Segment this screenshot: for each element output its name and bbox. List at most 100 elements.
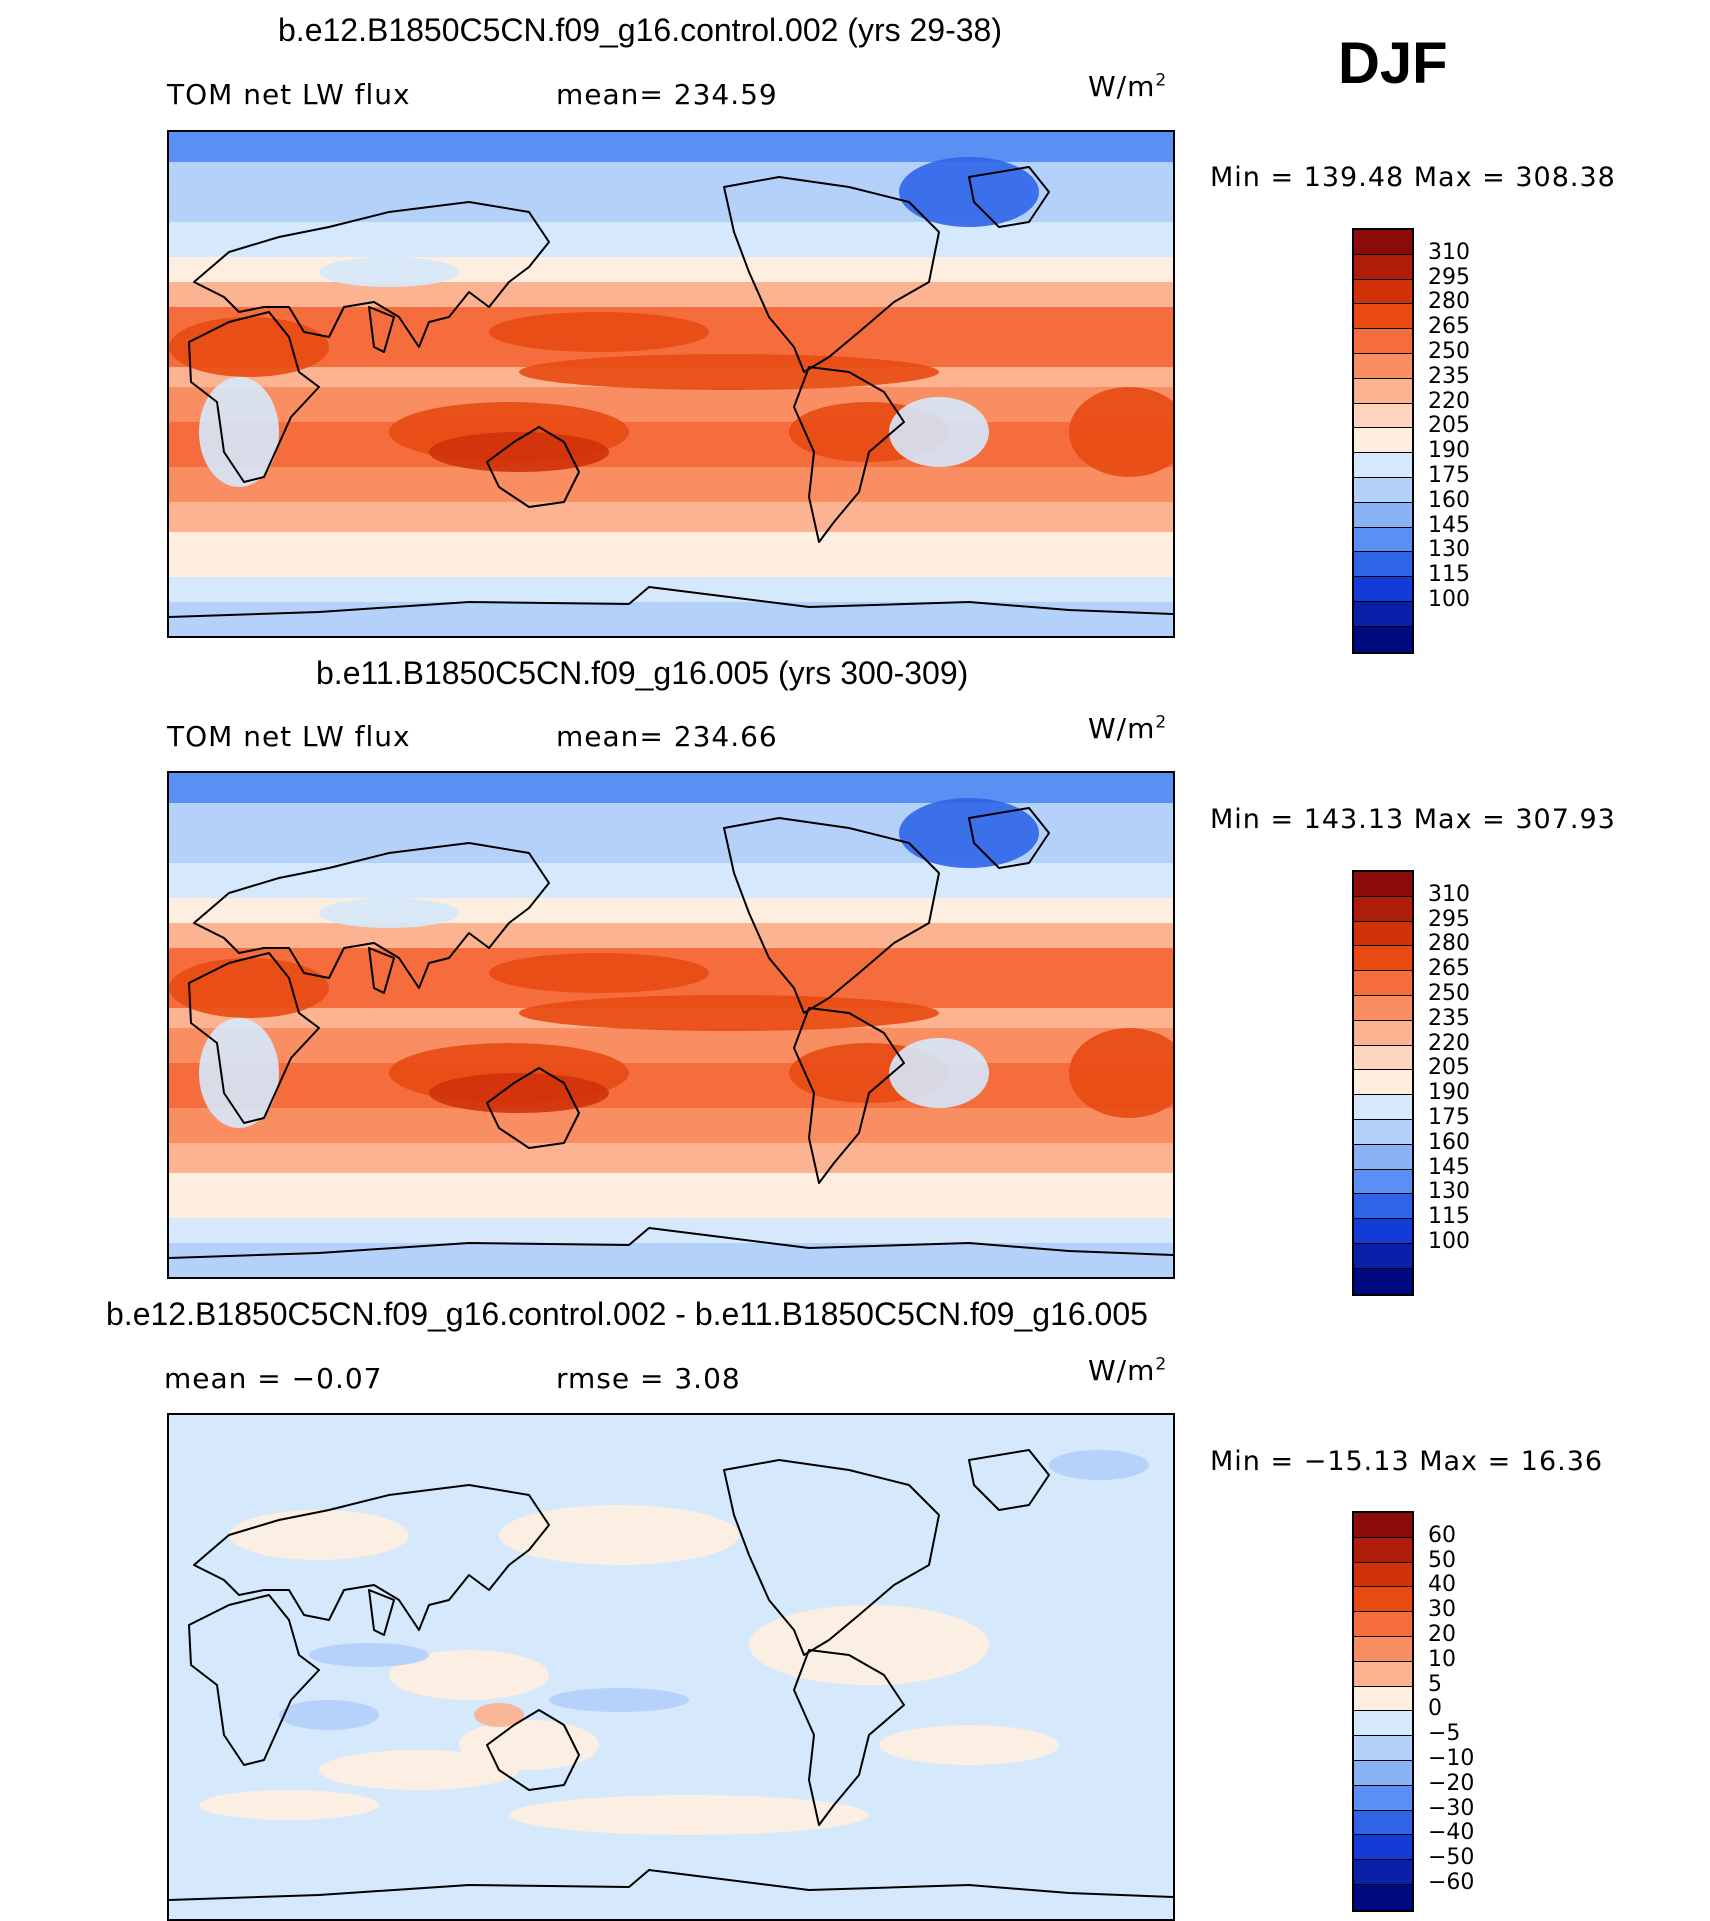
units-base: W/m <box>1088 1354 1156 1387</box>
coastline <box>793 1649 905 1826</box>
colorbar-tick-label: 0 <box>1428 1696 1442 1722</box>
colorbar-tick-label: 30 <box>1428 1597 1456 1623</box>
contour-band <box>169 863 1173 898</box>
colorbar-cell <box>1354 1243 1412 1269</box>
colorbar-tick-label: 280 <box>1428 931 1470 957</box>
colorbar-cell <box>1354 1144 1412 1170</box>
colorbar-tick-label: 310 <box>1428 239 1470 265</box>
colorbar-tick-label: 295 <box>1428 264 1470 290</box>
contour-band <box>169 222 1173 257</box>
panel3-mean-label: mean = −0.07 <box>164 1362 383 1395</box>
coastline <box>169 1227 1173 1259</box>
colorbar-cell <box>1354 1045 1412 1071</box>
coastline <box>723 176 940 373</box>
contour-band <box>169 1063 1173 1108</box>
colorbar-cell <box>1354 1711 1412 1737</box>
colorbar-tick-label: 280 <box>1428 289 1470 315</box>
colorbar-tick-label: −30 <box>1428 1795 1475 1821</box>
contour-blob <box>889 397 989 467</box>
map-canvas <box>169 132 1173 636</box>
colorbar-cell <box>1354 921 1412 947</box>
contour-blob <box>1069 1028 1173 1118</box>
colorbar-cell <box>1354 353 1412 379</box>
colorbar-tick-label: 145 <box>1428 512 1470 538</box>
colorbar-tick-label: 20 <box>1428 1622 1456 1647</box>
colorbar-cell <box>1354 1070 1412 1096</box>
colorbar-cell <box>1354 1587 1412 1613</box>
colorbar-cell <box>1354 601 1412 627</box>
coastline <box>968 166 1050 228</box>
colorbar-cell <box>1354 552 1412 578</box>
colorbar-cell <box>1354 1785 1412 1811</box>
coastline <box>486 1709 580 1791</box>
coastline <box>368 947 395 994</box>
contour-band <box>169 502 1173 532</box>
contour-band <box>169 1243 1173 1277</box>
colorbar-tick-label: 175 <box>1428 463 1470 488</box>
contour-band <box>169 257 1173 282</box>
contour-blob <box>499 1505 739 1565</box>
contour-blob <box>169 317 329 377</box>
colorbar-cell <box>1354 477 1412 503</box>
coastline <box>723 817 940 1014</box>
contour-blob <box>879 1725 1059 1765</box>
contour-blob <box>474 1703 524 1727</box>
panel3-map <box>167 1413 1175 1921</box>
colorbar-tick-label: 235 <box>1428 363 1470 389</box>
colorbar-cell <box>1354 872 1412 897</box>
colorbar-tick-label: 235 <box>1428 1005 1470 1031</box>
colorbar-cell <box>1354 1268 1412 1294</box>
map-canvas <box>169 1415 1173 1919</box>
contour-blob <box>899 798 1039 868</box>
colorbar-cell <box>1354 378 1412 404</box>
contour-blob <box>509 1795 869 1835</box>
colorbar-tick-label: 130 <box>1428 1179 1470 1205</box>
contour-blob <box>319 898 459 928</box>
colorbar-cell <box>1354 329 1412 354</box>
colorbar-cell <box>1354 1119 1412 1145</box>
colorbar-cell <box>1354 527 1412 553</box>
coastline <box>193 201 550 348</box>
colorbar-tick-label: 115 <box>1428 1204 1470 1230</box>
contour-band <box>169 282 1173 307</box>
colorbar-cell <box>1354 1760 1412 1786</box>
colorbar-cell <box>1354 1020 1412 1046</box>
contour-blob <box>199 1790 379 1820</box>
contour-band <box>169 898 1173 923</box>
map-canvas <box>169 773 1173 1277</box>
colorbar-cell <box>1354 502 1412 528</box>
colorbar-cell <box>1354 1612 1412 1637</box>
colorbar-tick-label: 160 <box>1428 1129 1470 1155</box>
contour-blob <box>319 257 459 287</box>
colorbar-tick-label: −60 <box>1428 1870 1475 1895</box>
colorbar-tick-label: 190 <box>1428 1080 1470 1106</box>
contour-blob <box>279 1700 379 1730</box>
contour-blob <box>199 377 279 487</box>
colorbar-cell <box>1354 1562 1412 1588</box>
colorbar-tick-label: 265 <box>1428 314 1470 340</box>
contour-blob <box>889 1038 989 1108</box>
colorbar-tick-label: −20 <box>1428 1770 1475 1796</box>
coastline <box>368 306 395 353</box>
colorbar-tick-label: 50 <box>1428 1547 1456 1573</box>
contour-blob <box>1069 387 1173 477</box>
panel2-title: b.e11.B1850C5CN.f09_g16.005 (yrs 300-309… <box>316 655 969 691</box>
coastline <box>188 952 320 1124</box>
colorbar-cell <box>1354 1835 1412 1861</box>
colorbar-cell <box>1354 896 1412 922</box>
colorbar-cell <box>1354 1219 1412 1244</box>
colorbar-tick-label: 175 <box>1428 1105 1470 1130</box>
contour-blob <box>199 1018 279 1128</box>
colorbar-cell <box>1354 1636 1412 1662</box>
coastline <box>486 1067 580 1149</box>
coastline <box>169 586 1173 618</box>
colorbar-cell <box>1354 403 1412 429</box>
contour-blob <box>1049 1450 1149 1480</box>
panel3-units-label: W/m2 <box>1088 1354 1167 1387</box>
season-label: DJF <box>1338 31 1448 96</box>
contour-blob <box>489 312 709 352</box>
coastline <box>968 1449 1050 1511</box>
colorbar-cell <box>1354 1860 1412 1885</box>
colorbar-cell <box>1354 1513 1412 1538</box>
panel1-map <box>167 130 1175 638</box>
